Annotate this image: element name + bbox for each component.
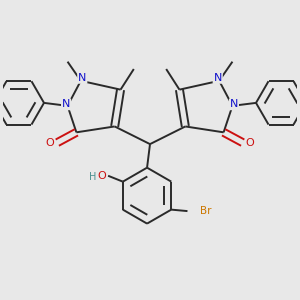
Text: N: N — [78, 73, 86, 83]
Text: O: O — [246, 138, 254, 148]
Text: H: H — [89, 172, 96, 182]
Text: O: O — [46, 138, 54, 148]
Text: N: N — [62, 99, 70, 110]
Text: O: O — [97, 171, 106, 181]
Text: N: N — [214, 73, 222, 83]
Text: Br: Br — [200, 206, 211, 216]
Text: N: N — [230, 99, 238, 110]
